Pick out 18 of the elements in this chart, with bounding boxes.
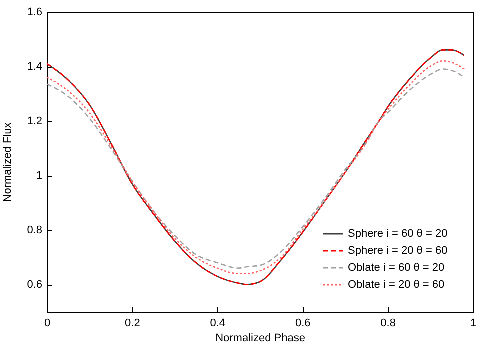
x-tick-label: 0.6 <box>295 318 311 330</box>
x-tick-label: 0.4 <box>210 318 226 330</box>
legend-label: Oblate i = 60 θ = 20 <box>348 262 445 274</box>
x-tick-label: 0.2 <box>125 318 140 330</box>
legend-label: Sphere i = 60 θ = 20 <box>348 228 448 240</box>
y-tick-label: 1.6 <box>27 6 42 18</box>
y-tick-label: 0.6 <box>27 279 42 292</box>
y-tick-label: 1.4 <box>27 61 42 74</box>
legend-label: Oblate i = 20 θ = 60 <box>348 279 445 291</box>
x-tick-label: 0.8 <box>380 318 396 330</box>
x-tick-label: 1 <box>470 318 477 330</box>
x-tick-label: 0 <box>44 318 51 330</box>
y-axis-title: Normalized Flux <box>2 122 14 202</box>
y-tick-label: 0.8 <box>27 224 42 237</box>
y-tick-label: 1 <box>36 170 42 182</box>
x-axis-title: Normalized Phase <box>216 332 306 343</box>
legend-label: Sphere i = 20 θ = 60 <box>348 245 448 257</box>
y-tick-label: 1.2 <box>27 116 42 128</box>
